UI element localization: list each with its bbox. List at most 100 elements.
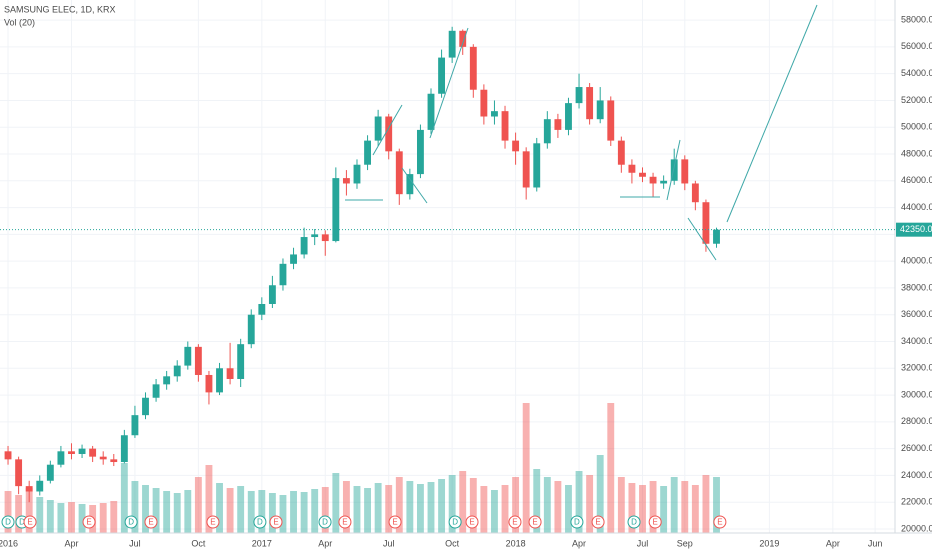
event-marker (318, 515, 332, 529)
x-tick-label: Sep (677, 538, 693, 548)
candle-body (184, 346, 192, 366)
volume-bar (57, 503, 65, 533)
candle-body (131, 415, 139, 436)
candle-body (480, 89, 488, 117)
y-tick-label: 58000.0 (901, 14, 932, 24)
volume-bar (68, 502, 75, 533)
candle-body (364, 140, 371, 165)
y-tick-label: 20000.0 (901, 523, 932, 533)
drawings (345, 4, 818, 261)
volume-bar (78, 504, 86, 533)
event-label: E (532, 518, 537, 527)
event-marker (465, 515, 479, 529)
volume-bar (628, 483, 636, 533)
volume-bar (649, 481, 657, 533)
x-tick-label: Jul (383, 538, 395, 548)
volume-bar (142, 485, 149, 533)
event-marker (23, 515, 37, 529)
event-marker (1, 515, 15, 529)
candle-body (36, 480, 44, 492)
candle-body (459, 30, 467, 47)
volume-bar (353, 486, 361, 533)
trend-line (687, 217, 717, 261)
volume-bar (279, 495, 287, 533)
volume-bar (586, 475, 594, 533)
volume-bar (565, 485, 572, 533)
event-marker (338, 515, 352, 529)
volume-bar (173, 493, 181, 533)
event-label: D (257, 518, 263, 527)
candle-body (374, 116, 382, 141)
volume-bar (120, 463, 128, 533)
volume-bar (660, 486, 668, 533)
candle-body (607, 100, 615, 141)
candle-body (194, 346, 202, 375)
event-label: E (86, 518, 91, 527)
volume-bar (554, 481, 562, 533)
volume-bar (491, 490, 498, 533)
candle-body (290, 254, 297, 264)
chart-title: SAMSUNG ELEC, 1D, KRX (4, 4, 116, 14)
y-tick-label: 22000.0 (901, 497, 932, 507)
event-marker (144, 515, 158, 529)
volume-bar (575, 471, 583, 533)
event-label: E (210, 518, 215, 527)
volume-bar (374, 483, 382, 533)
candle-body (565, 103, 572, 130)
candle-body (110, 459, 118, 463)
candle-body (15, 459, 23, 487)
volume-bar (311, 489, 319, 533)
candle-body (406, 174, 414, 195)
candle-body (639, 172, 646, 177)
volume-legend: Vol (20) (4, 17, 35, 27)
x-tick-label: Jul (129, 538, 141, 548)
volume-bar (36, 497, 44, 533)
volume-bar (342, 481, 350, 533)
volume-bar (25, 488, 33, 533)
y-tick-label: 52000.0 (901, 95, 932, 105)
x-tick-label: 2019 (759, 538, 779, 548)
candle-body (279, 263, 287, 286)
y-tick-label: 28000.0 (901, 416, 932, 426)
y-tick-label: 54000.0 (901, 68, 932, 78)
y-tick-label: 24000.0 (901, 470, 932, 480)
event-marker (591, 515, 605, 529)
volume-bar (406, 481, 414, 533)
candle-body (268, 285, 276, 304)
candle-body (586, 87, 594, 120)
x-tick-label: 2016 (0, 538, 18, 548)
candle-body (205, 374, 213, 393)
volume-bar (522, 403, 530, 533)
candle-body (448, 30, 456, 58)
volume-bar (533, 469, 541, 533)
y-tick-label: 40000.0 (901, 256, 932, 266)
candle-body (512, 140, 520, 152)
volume-bar (395, 477, 403, 533)
volume-bar (670, 477, 678, 533)
volume-bar (99, 503, 107, 533)
volume-bar (438, 479, 446, 533)
event-label: E (595, 518, 600, 527)
x-tick-label: 2017 (252, 538, 272, 548)
event-label: D (631, 518, 637, 527)
event-marker (388, 515, 402, 529)
trend-line (666, 139, 681, 201)
volume-bar (448, 475, 456, 533)
candle-body (342, 178, 350, 184)
volume-bar (364, 488, 371, 533)
volume-bar (713, 477, 720, 533)
volume-bar (691, 485, 699, 533)
y-tick-label: 30000.0 (901, 389, 932, 399)
candle-body (469, 46, 477, 90)
event-label: E (342, 518, 347, 527)
y-tick-label: 48000.0 (901, 148, 932, 158)
y-tick-label: 46000.0 (901, 175, 932, 185)
volume-bar (501, 485, 509, 533)
volume-bar (131, 481, 139, 533)
volume-bar (321, 487, 329, 533)
candle-body (681, 159, 689, 184)
volume-bar (216, 483, 223, 533)
volume-bar (607, 403, 615, 533)
candle-body (491, 111, 498, 117)
x-tick-label: Apr (64, 538, 78, 548)
